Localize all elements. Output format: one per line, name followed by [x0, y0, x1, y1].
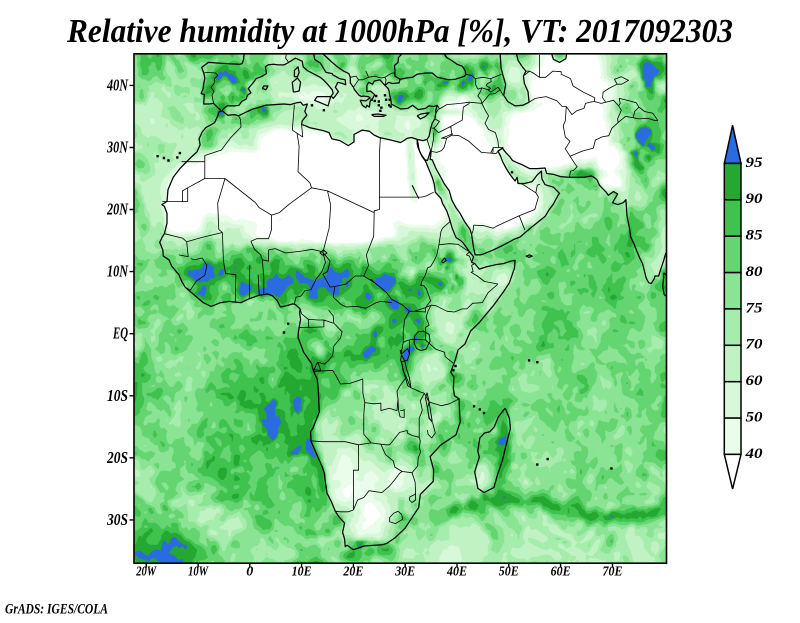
svg-text:80: 80 [746, 264, 764, 280]
svg-text:30N: 30N [106, 138, 128, 157]
svg-text:20S: 20S [106, 448, 128, 467]
svg-text:Relative humidity at 1000hPa [: Relative humidity at 1000hPa [%], VT: 20… [66, 13, 733, 50]
svg-text:0: 0 [246, 565, 253, 580]
svg-text:10S: 10S [107, 386, 128, 405]
svg-text:10W: 10W [188, 565, 209, 580]
svg-text:70E: 70E [603, 565, 623, 580]
svg-text:40N: 40N [106, 75, 128, 94]
svg-text:20E: 20E [343, 565, 364, 580]
svg-text:60E: 60E [551, 565, 571, 580]
svg-text:40E: 40E [446, 565, 467, 580]
svg-text:EQ: EQ [112, 324, 128, 343]
svg-text:GrADS: IGES/COLA: GrADS: IGES/COLA [5, 602, 108, 618]
svg-text:10N: 10N [107, 262, 129, 281]
svg-text:50E: 50E [499, 565, 519, 580]
svg-text:10E: 10E [292, 565, 312, 580]
svg-text:30S: 30S [106, 510, 128, 529]
svg-text:75: 75 [746, 300, 764, 316]
svg-text:40: 40 [744, 446, 763, 462]
svg-text:60: 60 [746, 373, 764, 389]
svg-text:90: 90 [746, 191, 764, 207]
svg-text:20N: 20N [106, 200, 128, 219]
svg-text:20W: 20W [135, 565, 157, 580]
svg-text:70: 70 [746, 337, 764, 353]
svg-text:95: 95 [746, 155, 764, 171]
svg-text:85: 85 [746, 228, 764, 244]
svg-text:30E: 30E [394, 565, 415, 580]
svg-text:50: 50 [746, 410, 764, 426]
